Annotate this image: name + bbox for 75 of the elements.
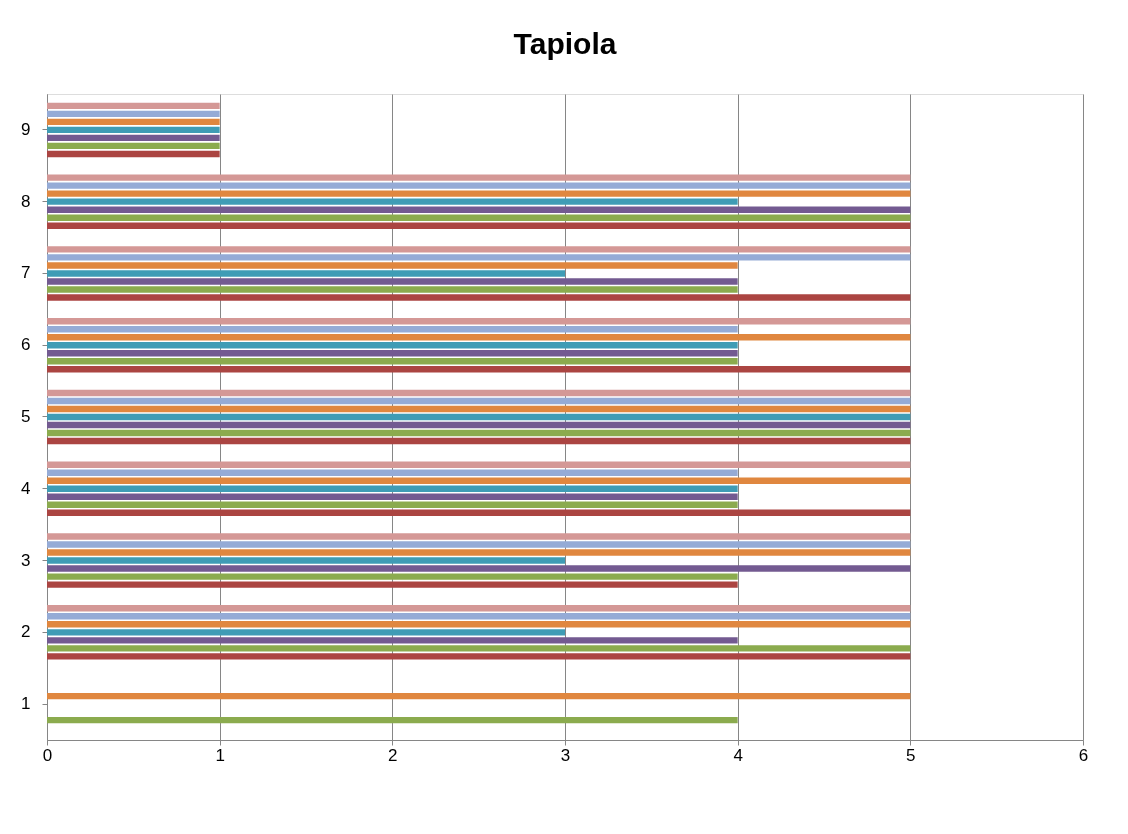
bar — [47, 421, 911, 429]
bar — [47, 637, 738, 644]
bar — [47, 142, 220, 150]
bar — [47, 469, 738, 476]
bar — [47, 405, 911, 413]
bar — [47, 254, 911, 261]
bar — [47, 358, 738, 365]
x-tick-label: 3 — [560, 745, 571, 765]
bar — [47, 174, 911, 181]
bar — [47, 397, 911, 405]
bar — [47, 294, 911, 301]
x-tick-label: 2 — [388, 745, 398, 765]
y-tick-label: 9 — [21, 119, 31, 139]
bar — [47, 549, 911, 556]
bar — [47, 214, 911, 221]
bar — [47, 342, 738, 349]
bar — [47, 533, 911, 540]
bar — [47, 182, 911, 189]
bar — [47, 102, 220, 110]
x-tick-label: 1 — [215, 745, 225, 765]
bar — [47, 605, 911, 612]
bar — [47, 653, 911, 660]
bar — [47, 150, 220, 158]
bar — [47, 461, 911, 468]
bar — [47, 565, 911, 572]
y-tick-label: 6 — [21, 335, 31, 355]
bar — [47, 629, 565, 636]
bar — [47, 134, 220, 142]
y-tick-label: 4 — [21, 478, 31, 498]
bar — [47, 366, 911, 373]
bar — [47, 262, 738, 269]
y-tick-label: 1 — [21, 694, 31, 714]
x-tick-label: 6 — [1078, 745, 1089, 765]
bar — [47, 573, 738, 580]
bar — [47, 317, 911, 325]
y-tick-label: 3 — [21, 550, 31, 570]
bar — [47, 429, 911, 437]
bar — [47, 286, 738, 293]
bar — [47, 485, 738, 492]
bar — [47, 389, 911, 397]
bar — [47, 716, 738, 724]
bar — [47, 222, 911, 229]
x-tick-label: 4 — [733, 745, 743, 765]
chart-title: Tapiola — [513, 27, 617, 60]
y-tick-label: 2 — [21, 622, 31, 642]
bar — [47, 198, 738, 205]
bar — [47, 613, 911, 620]
bar — [47, 246, 911, 253]
bar — [47, 350, 738, 357]
bar — [47, 477, 911, 484]
bar — [47, 278, 738, 285]
bar — [47, 437, 911, 445]
bar — [47, 325, 738, 333]
bar — [47, 206, 911, 213]
x-tick-label: 0 — [42, 745, 53, 765]
bar — [47, 541, 911, 548]
y-tick-label: 5 — [21, 407, 31, 426]
bar — [47, 501, 738, 509]
bar — [47, 557, 565, 564]
bar — [47, 692, 911, 700]
bar — [47, 118, 220, 126]
bar — [47, 126, 220, 134]
bar — [47, 621, 911, 628]
bar — [47, 493, 738, 500]
bar — [47, 509, 911, 517]
bar — [47, 190, 911, 197]
bar — [47, 334, 911, 341]
bar — [47, 645, 911, 652]
y-tick-label: 8 — [21, 191, 31, 211]
x-tick-label: 5 — [906, 745, 916, 765]
bar — [47, 413, 911, 421]
bar — [47, 581, 738, 588]
y-tick-label: 7 — [21, 263, 31, 283]
bar — [47, 270, 565, 277]
bar — [47, 110, 220, 118]
